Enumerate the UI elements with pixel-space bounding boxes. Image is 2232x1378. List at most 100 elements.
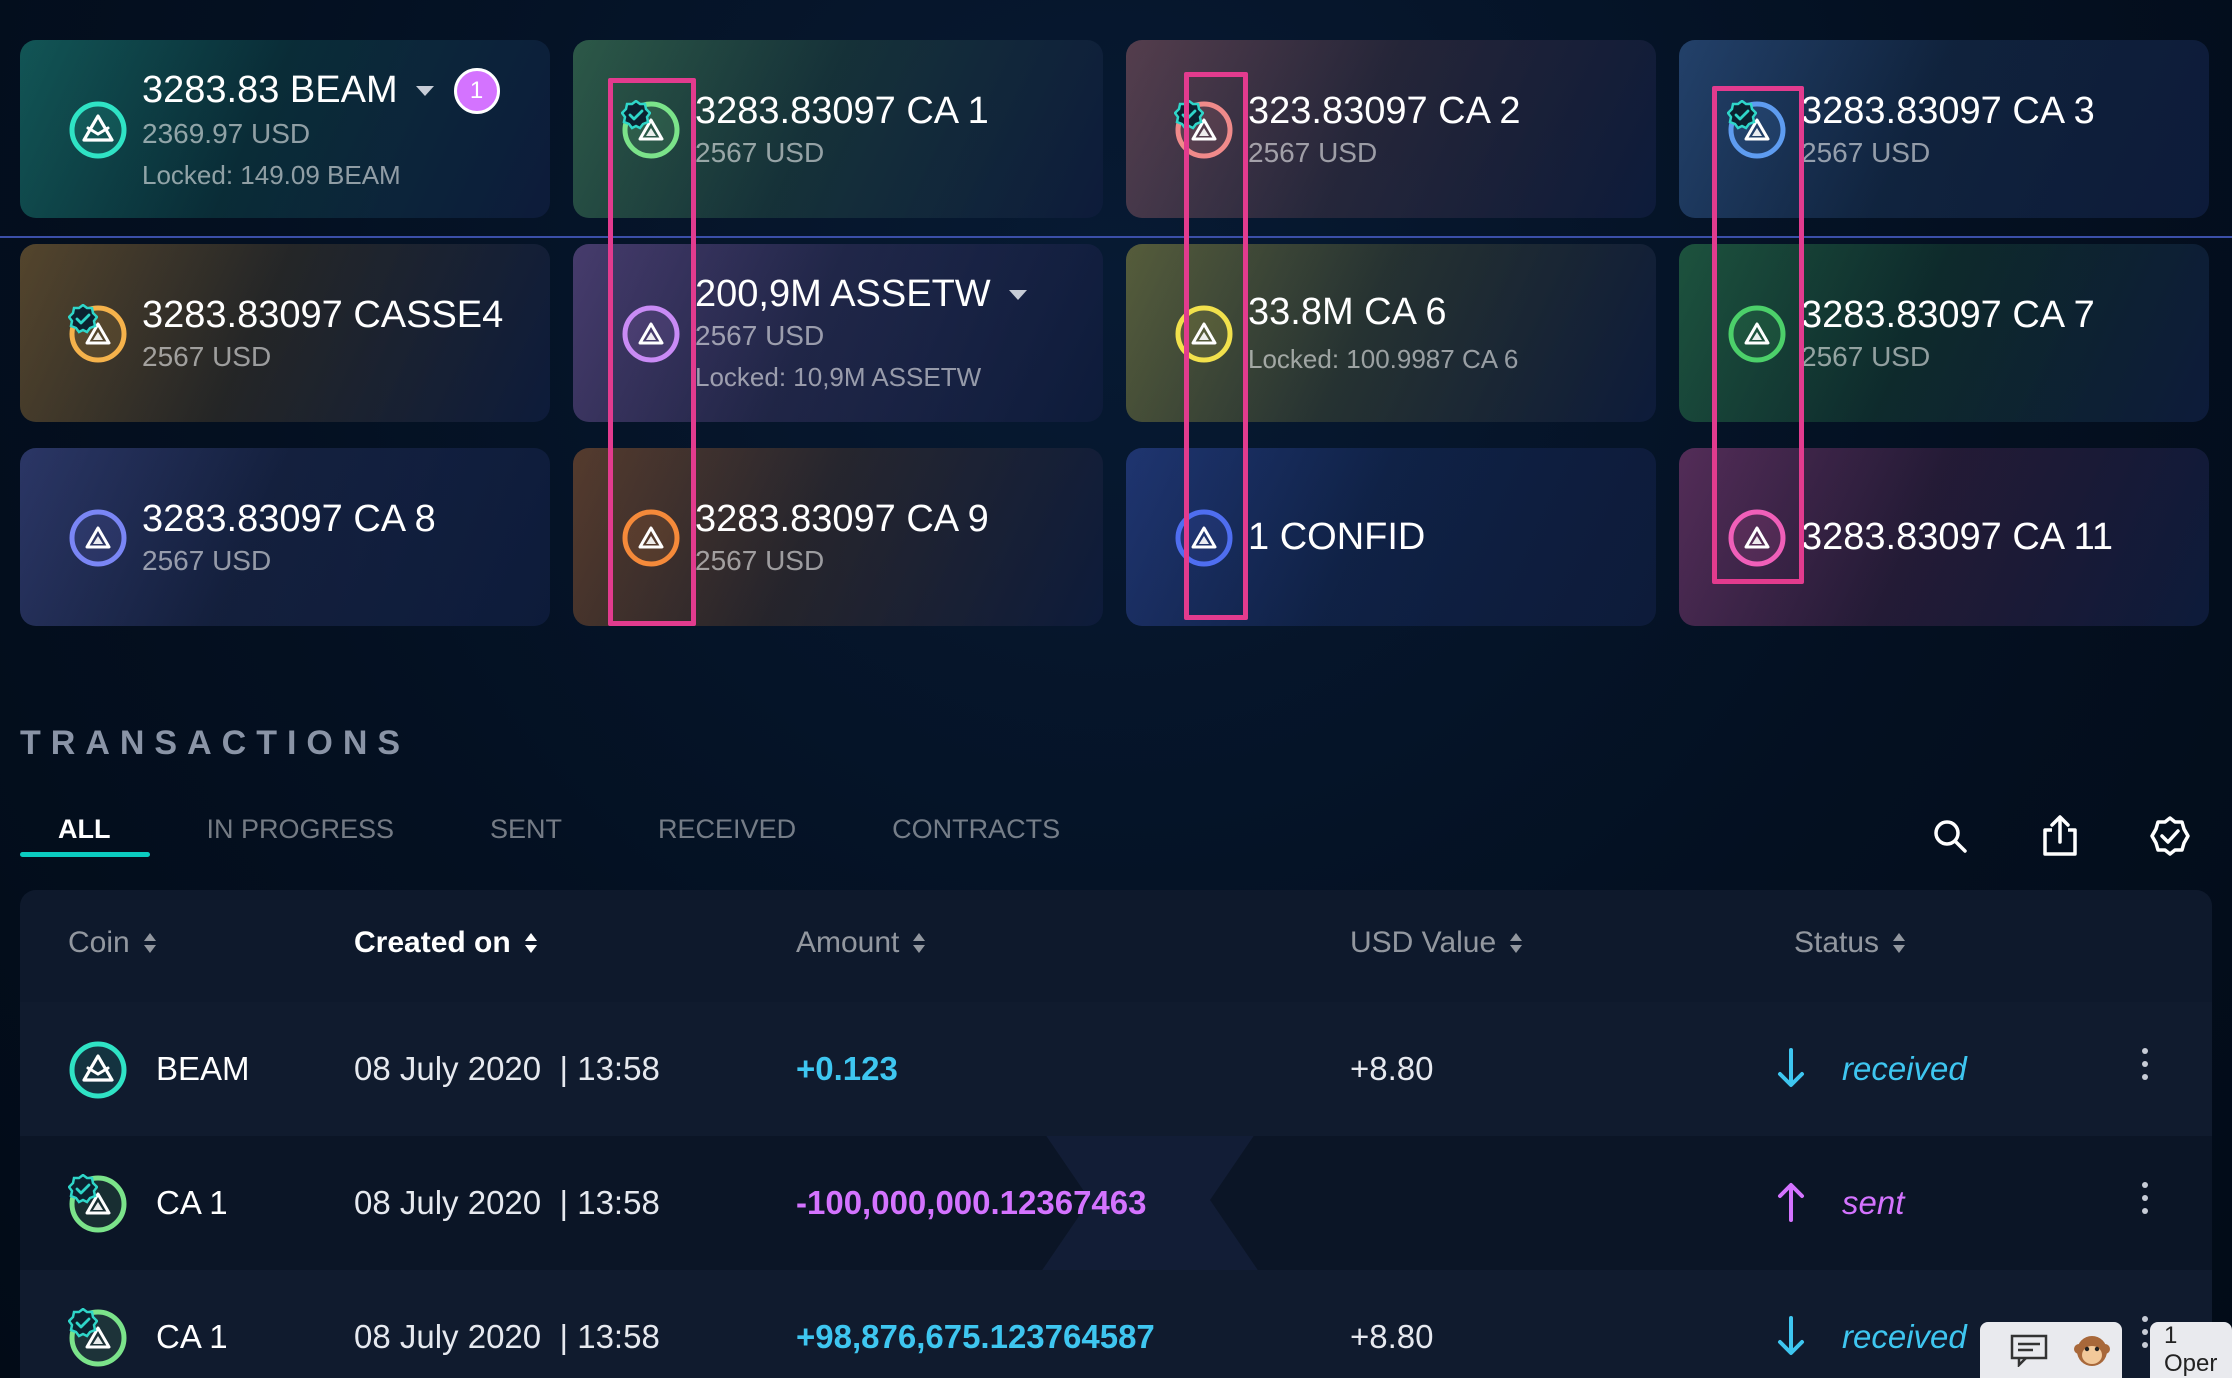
card-amount: 3283.83097 CA 1 (695, 89, 989, 132)
asset-coin-icon (1174, 304, 1234, 364)
asset-card[interactable]: 3283.83097 CA 9 2567 USD (573, 448, 1103, 626)
more-options-icon[interactable] (2140, 1048, 2150, 1088)
asset-card[interactable]: 3283.83097 CA 1 2567 USD (573, 40, 1103, 218)
row-coin: CA 1 (156, 1184, 228, 1221)
tab-in-progress[interactable]: IN PROGRESS (206, 814, 395, 844)
verified-badge-icon (621, 100, 651, 130)
sort-icon (1510, 933, 1523, 953)
card-text: 3283.83097 CA 11 (1801, 448, 2113, 626)
asset-card[interactable]: 3283.83097 CA 11 (1679, 448, 2209, 626)
row-created-on: 08 July 2020 | 13:58 (354, 1050, 660, 1087)
card-usd-value: 2567 USD (1801, 136, 1931, 168)
card-text: 3283.83097 CA 3 2567 USD (1801, 40, 2095, 218)
asset-card[interactable]: 1 CONFID (1126, 448, 1656, 626)
card-locked-amount: Locked: 149.09 BEAM (142, 159, 401, 190)
asset-card[interactable]: 33.8M CA 6 Locked: 100.9987 CA 6 (1126, 244, 1656, 422)
verified-filter-icon[interactable] (2140, 806, 2200, 866)
card-usd-value: 2567 USD (142, 340, 272, 372)
card-text: 3283.83097 CA 8 2567 USD (142, 448, 436, 626)
more-options-icon[interactable] (2140, 1316, 2150, 1356)
asset-card[interactable]: 200,9M ASSETW 2567 USD Locked: 10,9M ASSET… (573, 244, 1103, 422)
row-status: received (1842, 1318, 1967, 1355)
monkey-icon[interactable] (2062, 1322, 2122, 1378)
card-amount: 3283.83097 CASSE4 (142, 293, 504, 336)
card-amount: 3283.83097 CA 3 (1801, 89, 2095, 132)
verified-badge-icon (1174, 100, 1204, 130)
card-amount: 3283.83097 CA 7 (1801, 293, 2095, 336)
column-amount[interactable]: Amount (796, 926, 926, 960)
card-amount: 200,9M ASSETW (695, 273, 1027, 316)
column-status[interactable]: Status (1794, 926, 1906, 960)
card-locked-amount: Locked: 10,9M ASSETW (695, 362, 982, 392)
transaction-tools (1920, 806, 2232, 866)
column-created-on[interactable]: Created on (354, 926, 537, 960)
row-status: sent (1842, 1184, 1905, 1221)
card-amount: 1 CONFID (1248, 515, 1426, 558)
export-icon[interactable] (2030, 806, 2090, 866)
asset-coin-icon (1727, 100, 1787, 160)
tab-sent[interactable]: SENT (490, 814, 563, 844)
arrow-up-icon (1778, 1183, 1804, 1222)
asset-coin-icon (1174, 100, 1234, 160)
row-usd-value: +8.80 (1350, 1318, 1434, 1355)
notification-badge[interactable]: 1 (453, 67, 500, 114)
sort-icon (1893, 933, 1906, 953)
guide-line (0, 236, 2232, 238)
row-amount: +98,876,675.123764587 (796, 1318, 1155, 1355)
card-usd-value: 2369.97 USD (142, 117, 311, 149)
card-usd-value: 2567 USD (142, 544, 272, 576)
asset-card[interactable]: 3283.83097 CA 3 2567 USD (1679, 40, 2209, 218)
card-text: 3283.83097 CA 9 2567 USD (695, 448, 989, 626)
card-usd-value: 2567 USD (695, 136, 825, 168)
row-created-on: 08 July 2020 | 13:58 (354, 1318, 660, 1355)
asset-card[interactable]: 3283.83097 CA 8 2567 USD (20, 448, 550, 626)
asset-coin-icon (1174, 508, 1234, 568)
card-text: 33.8M CA 6 Locked: 100.9987 CA 6 (1248, 244, 1518, 422)
row-amount: +0.123 (796, 1050, 898, 1087)
table-row[interactable]: CA 1 08 July 2020 | 13:58 -100,000,000.1… (20, 1136, 2212, 1270)
asset-coin-icon (68, 1174, 128, 1234)
chat-icon[interactable] (1980, 1322, 2078, 1378)
tab-contracts[interactable]: CONTRACTS (892, 814, 1061, 844)
card-locked-amount: Locked: 100.9987 CA 6 (1248, 344, 1519, 374)
card-amount: 323.83097 CA 2 (1248, 89, 1521, 132)
verified-badge-icon (1727, 100, 1757, 130)
table-row[interactable]: CA 1 08 July 2020 | 13:58 +98,876,675.12… (20, 1270, 2212, 1378)
chevron-down-icon[interactable] (415, 85, 434, 96)
card-usd-value: 2567 USD (695, 544, 825, 576)
open-tabs-button[interactable]: 1 Oper (2150, 1322, 2232, 1378)
card-text: 200,9M ASSETW 2567 USD Locked: 10,9M ASSET… (695, 244, 1027, 422)
asset-coin-icon (68, 1308, 128, 1368)
active-tab-indicator (20, 852, 150, 857)
tab-all[interactable]: ALL (58, 814, 111, 844)
column-coin[interactable]: Coin (68, 926, 156, 960)
asset-coin-icon (621, 304, 681, 364)
verified-badge-icon (68, 1308, 98, 1338)
card-usd-value: 2567 USD (695, 320, 825, 351)
card-usd-value: 2567 USD (1248, 136, 1378, 168)
row-created-on: 08 July 2020 | 13:58 (354, 1184, 660, 1221)
transactions-title: TRANSACTIONS (20, 724, 411, 762)
asset-card[interactable]: 3283.83097 CA 7 2567 USD (1679, 244, 2209, 422)
asset-card[interactable]: 3283.83 BEAM 1 2369.97 USD Locked: 149.09 B… (20, 40, 550, 218)
card-amount: 3283.83097 CA 11 (1801, 515, 2114, 558)
card-amount: 3283.83097 CA 9 (695, 497, 989, 540)
asset-coin-icon (1727, 304, 1787, 364)
card-amount: 33.8M CA 6 (1248, 291, 1447, 333)
asset-coin-icon (68, 304, 128, 364)
verified-badge-icon (68, 1174, 98, 1204)
asset-coin-icon (1727, 508, 1787, 568)
arrow-down-icon (1778, 1316, 1804, 1355)
tab-received[interactable]: RECEIVED (658, 814, 797, 844)
asset-card[interactable]: 323.83097 CA 2 2567 USD (1126, 40, 1656, 218)
more-options-icon[interactable] (2140, 1182, 2150, 1222)
column-usd-value[interactable]: USD Value (1350, 926, 1523, 960)
sort-icon (913, 933, 926, 953)
beam-coin-icon (68, 1040, 128, 1100)
chevron-down-icon[interactable] (1008, 289, 1027, 300)
table-row[interactable]: BEAM 08 July 2020 | 13:58 +0.123 +8.80 r… (20, 1002, 2212, 1136)
asset-card[interactable]: 3283.83097 CASSE4 2567 USD (20, 244, 550, 422)
row-status: received (1842, 1050, 1967, 1087)
search-icon[interactable] (1920, 806, 1980, 866)
